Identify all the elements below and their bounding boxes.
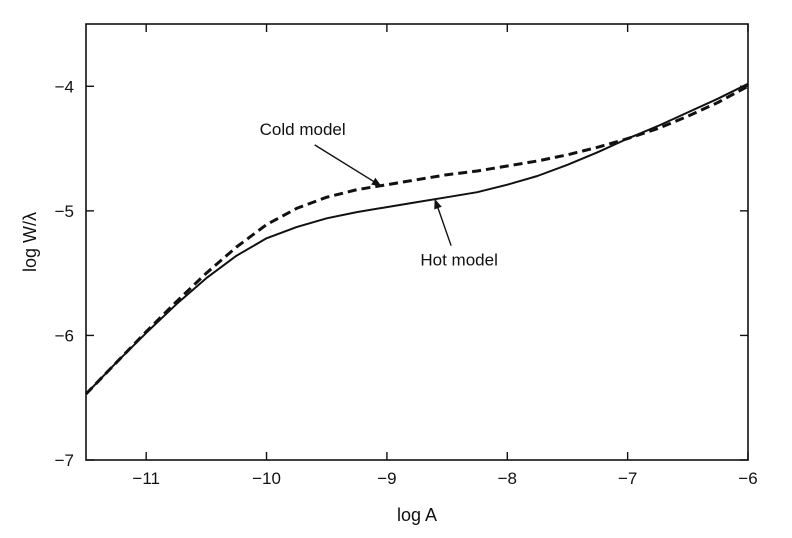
x-tick-label: −10 — [252, 469, 281, 488]
x-tick-label: −6 — [738, 469, 757, 488]
cold-model-line — [84, 84, 749, 396]
y-tick-label: −7 — [55, 451, 74, 470]
hot-model-arrow — [434, 198, 452, 246]
axis-ticks: −11 −10 −9 −8 −7 −6 −7 −6 −5 −4 — [55, 24, 758, 488]
x-axis-label: log A — [397, 505, 437, 525]
x-tick-label: −7 — [618, 469, 637, 488]
cold-model-arrow — [314, 144, 382, 187]
cold-model-label: Cold model — [260, 120, 346, 139]
y-tick-label: −6 — [55, 326, 74, 345]
x-tick-label: −8 — [498, 469, 517, 488]
y-tick-label: −4 — [55, 77, 74, 96]
plot-frame — [85, 23, 749, 461]
x-tick-label: −9 — [377, 469, 396, 488]
hot-model-label: Hot model — [420, 251, 497, 270]
annotation-layer: Cold model Hot model — [260, 120, 498, 270]
series-layer — [84, 82, 749, 396]
hot-model-line — [85, 82, 749, 395]
y-tick-label: −5 — [55, 202, 74, 221]
y-axis-label: log W/λ — [20, 212, 40, 272]
x-tick-label: −11 — [132, 469, 160, 488]
